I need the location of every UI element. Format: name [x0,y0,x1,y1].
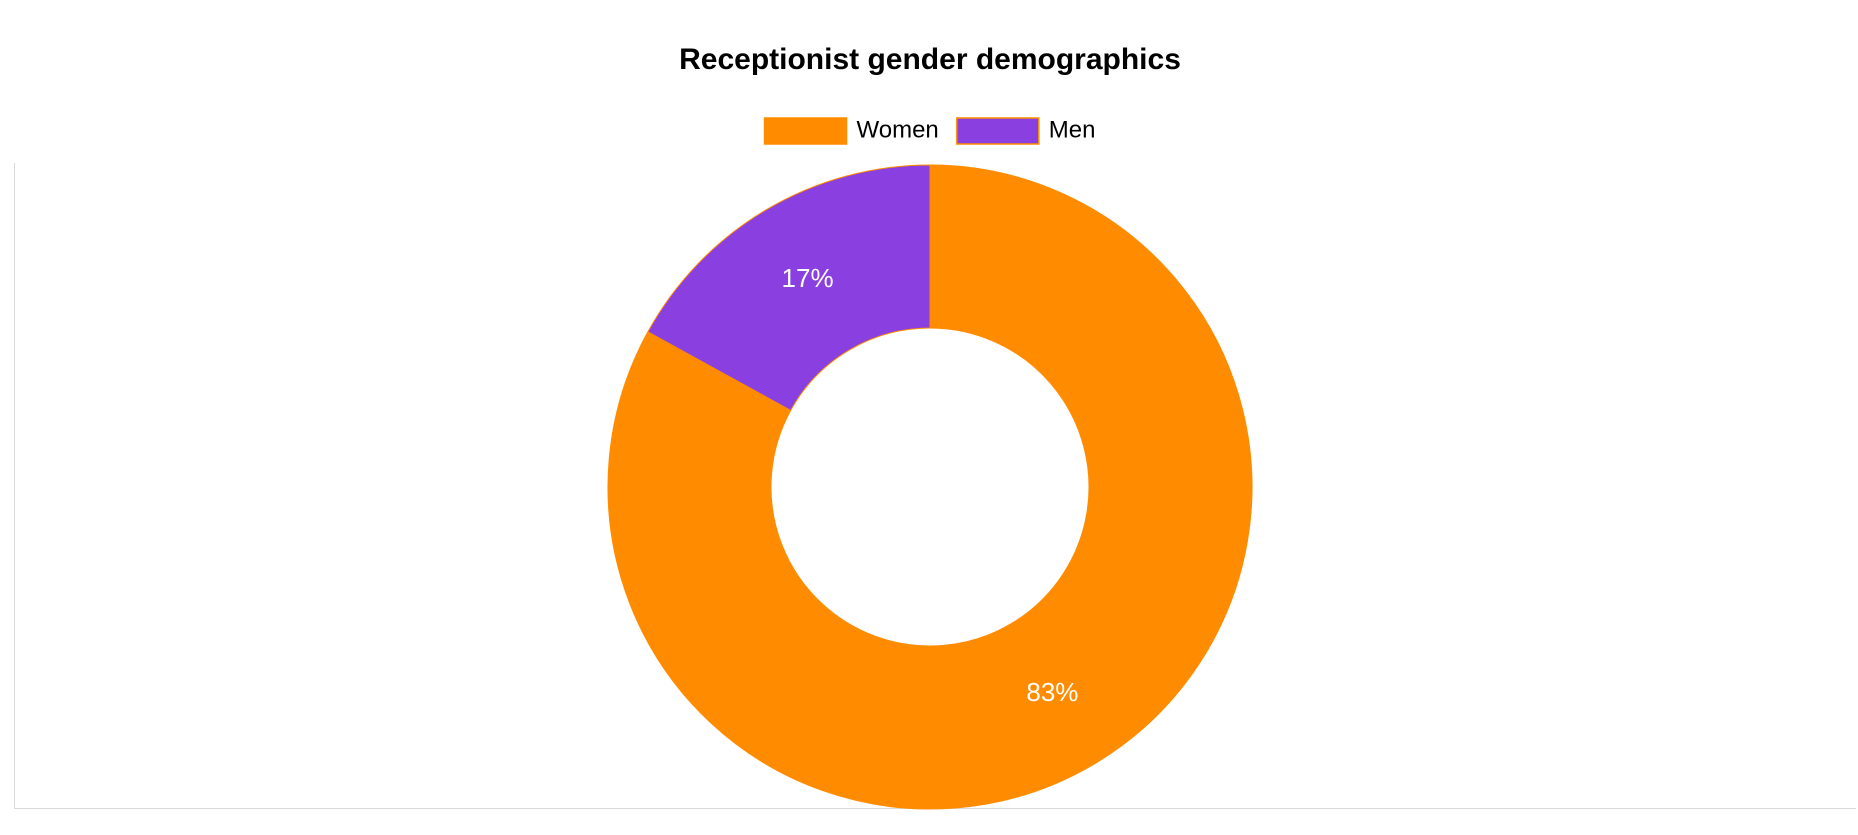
legend-swatch-women [763,117,848,145]
legend-label-women: Women [857,116,939,143]
chart-legend: Women Men [763,116,1096,145]
slice-women [607,164,1253,810]
slice-men [647,164,931,412]
slice-label-men: 17% [782,263,834,293]
chart-title: Receptionist gender demographics [679,43,1181,76]
donut-slices [607,164,1253,810]
donut-slice-labels: 83% 17% [782,263,1079,707]
legend-swatch-men [956,117,1040,145]
slice-label-women: 83% [1026,677,1078,707]
legend-label-men: Men [1049,116,1096,143]
